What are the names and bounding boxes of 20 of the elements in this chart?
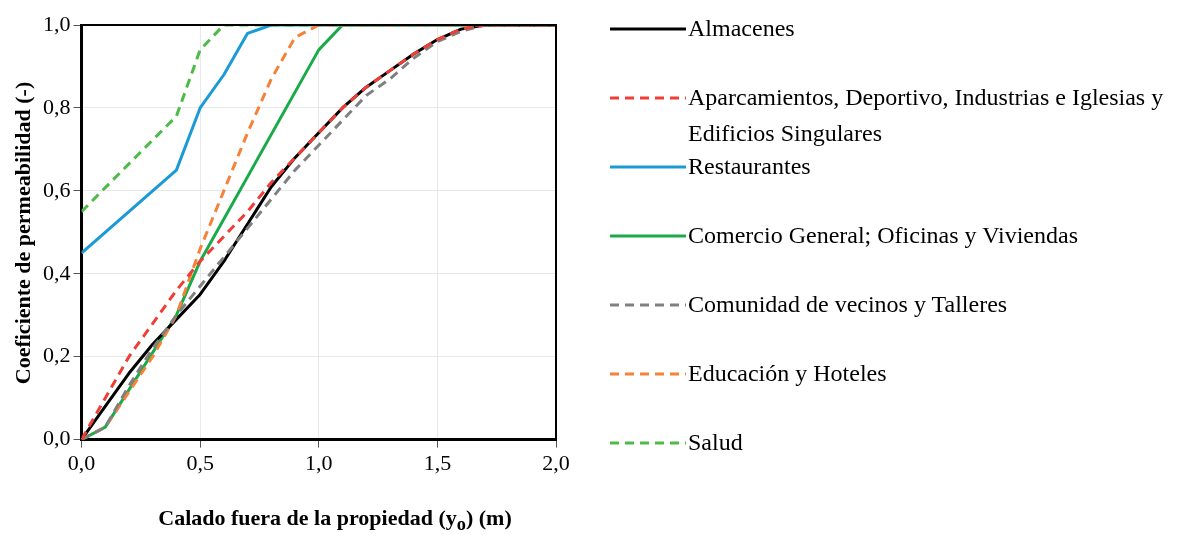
y-axis-title: Coeficiente de permeabilidad (-) [10, 80, 36, 387]
x-axis-title: Calado fuera de la propiedad (y$_{o}$) (m) [157, 505, 513, 535]
x-tick-label: 1,0 [305, 449, 333, 475]
x-tick-label: 0,5 [186, 449, 214, 475]
y-tick-label: 0,6 [43, 176, 71, 202]
x-tick-label: 1,5 [423, 449, 452, 475]
legend-label: Educación y Hoteles [688, 359, 887, 388]
x-tick-label: 0,0 [67, 449, 96, 475]
legend-label: Comercio General; Oficinas y Viviendas [688, 221, 1078, 250]
y-tick-label: 0,2 [43, 342, 71, 368]
legend-label: Comunidad de vecinos y Talleres [688, 290, 1008, 319]
y-tick-label: 0,0 [43, 425, 71, 451]
y-tick-label: 1,0 [43, 10, 71, 36]
legend-label: Almacenes [688, 14, 795, 43]
legend-label: Restaurantes [688, 152, 811, 181]
legend-label: Aparcamientos, Deportivo, Industrias e Iglesias y Edificios Singulares [688, 83, 1165, 148]
y-tick-label: 0,4 [43, 259, 71, 285]
x-tick-label: 2,0 [542, 449, 570, 475]
legend-label: Salud [688, 428, 743, 457]
y-tick-label: 0,8 [43, 93, 71, 119]
